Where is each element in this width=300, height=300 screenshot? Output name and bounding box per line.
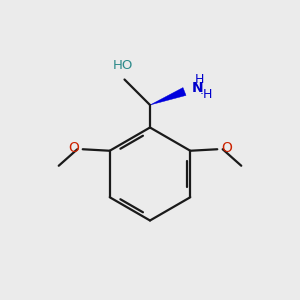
Polygon shape	[150, 88, 186, 105]
Text: N: N	[192, 81, 204, 95]
Text: H: H	[195, 73, 204, 86]
Text: O: O	[68, 141, 79, 155]
Text: ·H: ·H	[200, 88, 213, 101]
Text: O: O	[221, 141, 232, 155]
Text: HO: HO	[113, 59, 133, 72]
